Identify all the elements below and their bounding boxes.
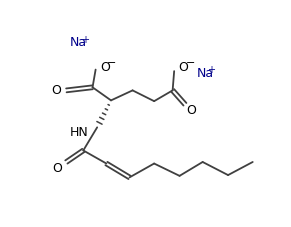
Text: O: O [52, 162, 62, 175]
Text: O: O [186, 104, 196, 117]
Text: Na: Na [70, 36, 87, 49]
Text: O: O [100, 61, 110, 74]
Text: +: + [207, 65, 215, 75]
Text: Na: Na [196, 67, 214, 80]
Text: +: + [81, 35, 89, 44]
Text: −: − [186, 58, 195, 68]
Text: O: O [52, 84, 61, 97]
Text: −: − [107, 58, 116, 68]
Text: O: O [178, 61, 188, 74]
Text: HN: HN [70, 126, 89, 139]
